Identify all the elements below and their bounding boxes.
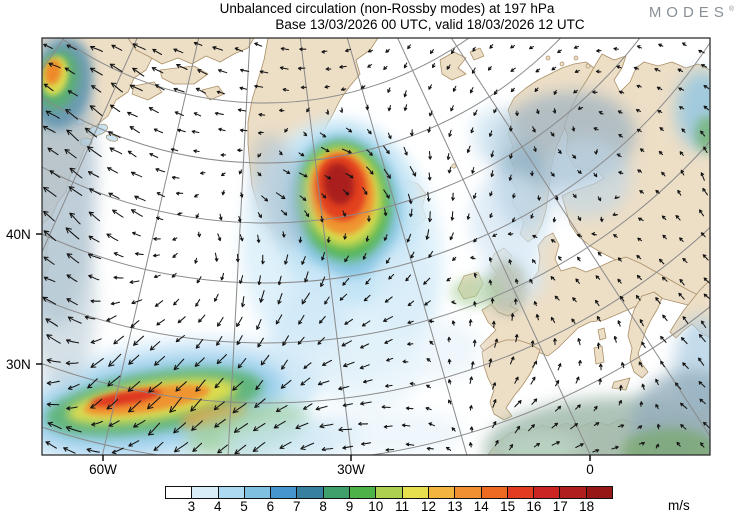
lon-label: 60W [89, 462, 117, 477]
colorbar-cell [586, 487, 613, 498]
lon-label: 0 [586, 462, 594, 477]
colorbar-unit: m/s [668, 498, 690, 513]
colorbar-tick-label: 8 [319, 499, 327, 514]
axis-ticks [36, 233, 591, 461]
wind-arrows [42, 41, 710, 455]
colorbar-cell [297, 487, 324, 498]
colorbar-cell [376, 487, 403, 498]
chart-title: Unbalanced circulation (non-Rossby modes… [219, 1, 555, 16]
colorbar-cell [271, 487, 298, 498]
colorbar-cell [560, 487, 587, 498]
colorbar-cell [428, 487, 456, 498]
colorbar-tick-label: 13 [447, 499, 463, 514]
colorbar-cell [402, 487, 429, 498]
colorbar-tick-label: 12 [421, 499, 437, 514]
colorbar-cell [323, 487, 351, 498]
colorbar-cell [534, 487, 561, 498]
colorbar-tick-label: 4 [213, 499, 222, 514]
chart-subtitle: Base 13/03/2026 00 UTC, valid 18/03/2026… [275, 17, 585, 32]
lat-label: 30N [6, 357, 31, 372]
colorbar-tick-label: 3 [187, 499, 196, 514]
lon-label: 30W [337, 462, 365, 477]
colorbar-tick-label: 15 [500, 499, 516, 514]
colorbar-tick-label: 9 [345, 499, 354, 514]
colorbar-cell [507, 487, 535, 498]
colorbar-cell [192, 487, 219, 498]
colorbar-cell [481, 487, 508, 498]
axis-labels: 60W 30W 0 40N 30N [6, 227, 594, 477]
colorbar-cell [166, 487, 193, 498]
colorbar-tick-label: 6 [266, 499, 275, 514]
colorbar-tick-label: 11 [395, 499, 410, 514]
colorbar-cell [350, 487, 377, 498]
lat-label: 40N [6, 227, 31, 242]
colorbar [165, 486, 613, 499]
colorbar-tick-label: 10 [368, 499, 384, 514]
colorbar-cell [244, 487, 272, 498]
colorbar-tick-label: 17 [552, 499, 568, 514]
colorbar-tick-label: 7 [292, 499, 301, 514]
colorbar-cell [455, 487, 482, 498]
colorbar-tick-label: 16 [526, 499, 542, 514]
registered-mark: ® [728, 6, 734, 13]
colorbar-tick-label: 14 [473, 499, 489, 514]
colorbar-cell [218, 487, 245, 498]
colorbar-tick-label: 18 [579, 499, 595, 514]
map-border [41, 37, 711, 456]
colorbar-tick-label: 5 [240, 499, 248, 514]
modes-logo: MODES® [648, 4, 734, 21]
